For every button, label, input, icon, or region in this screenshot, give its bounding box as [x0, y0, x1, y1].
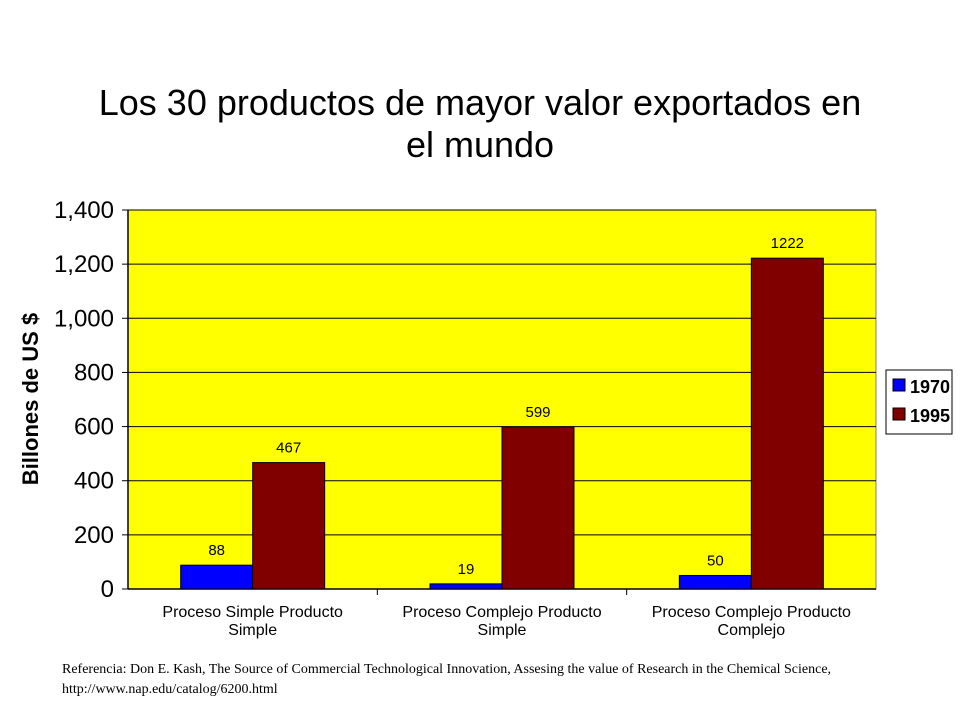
data-label-1995: 467	[276, 440, 301, 457]
y-tick-label: 200	[74, 522, 114, 549]
chart-title-line-2: el mundo	[405, 124, 555, 165]
bar-1970	[180, 564, 254, 590]
y-tick-label: 800	[74, 359, 114, 386]
x-category-label: Complejo	[718, 622, 786, 639]
y-tick-label: 1,400	[54, 197, 114, 224]
bar-1970	[429, 583, 503, 590]
x-category-label: Simple	[228, 622, 277, 639]
y-axis-label: Billones de US $	[18, 313, 43, 485]
y-tick-label: 600	[74, 414, 114, 441]
data-label-1970: 88	[208, 542, 225, 559]
data-label-1995: 599	[525, 404, 550, 421]
y-tick-label: 400	[74, 468, 114, 495]
bar-1995	[750, 257, 824, 590]
legend-swatch-1995	[892, 407, 906, 421]
legend-swatch-1970	[892, 378, 906, 392]
y-tick-label: 1,000	[54, 305, 114, 332]
x-category-label: Simple	[478, 622, 527, 639]
reference-note: Referencia: Don E. Kash, The Source of C…	[62, 662, 832, 697]
bar-1970	[678, 574, 752, 590]
legend-label-1970: 1970	[910, 377, 950, 397]
x-category-label: Proceso Simple Producto	[162, 604, 343, 621]
x-category-label: Proceso Complejo Producto	[652, 604, 851, 621]
legend-label-1995: 1995	[910, 406, 950, 426]
chart-title: Los 30 productos de mayor valor exportad…	[80, 82, 880, 166]
x-category-label: Proceso Complejo Producto	[402, 604, 601, 621]
y-tick-label: 0	[101, 576, 114, 603]
data-label-1995: 1222	[771, 235, 804, 252]
y-tick-label: 1,200	[54, 251, 114, 278]
data-label-1970: 50	[707, 552, 724, 569]
data-label-1970: 19	[458, 561, 475, 578]
bar-1995	[501, 426, 575, 590]
chart-title-line-1: Los 30 productos de mayor valor exportad…	[98, 82, 862, 123]
bar-1995	[252, 462, 326, 590]
